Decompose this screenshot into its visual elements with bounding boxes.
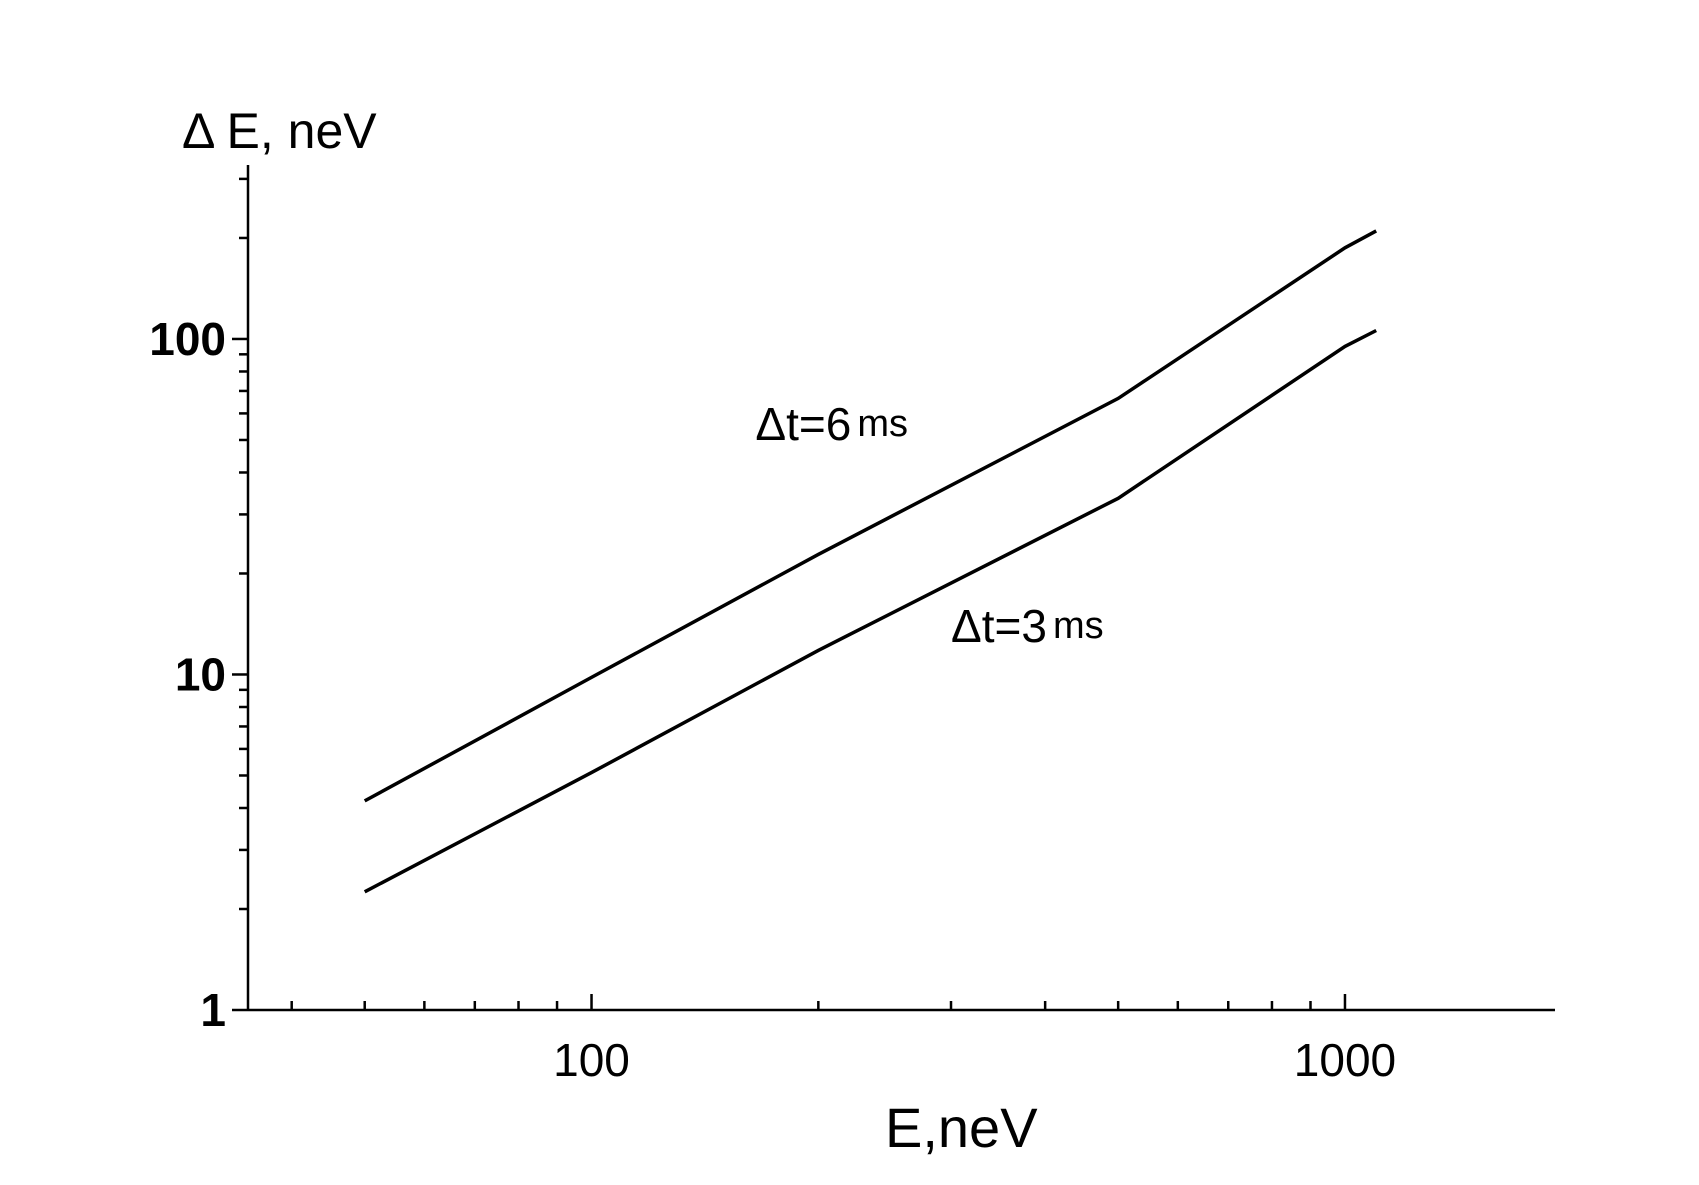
y-tick-label: 100: [149, 313, 226, 365]
curves: [363, 229, 1378, 894]
y-tick-label: 1: [200, 984, 226, 1036]
series-line-1: [363, 229, 1378, 803]
x-tick-label: 100: [553, 1034, 630, 1086]
series-annotation-2: Δt=3 ms: [951, 600, 1104, 652]
y-axis-label: Δ E, neV: [182, 103, 377, 159]
x-tick-label: 1000: [1294, 1034, 1396, 1086]
axes: [246, 165, 1555, 1012]
y-tick-label: 10: [175, 648, 226, 700]
annotations: Δt=6 ms Δt=3 ms: [755, 398, 1103, 652]
x-axis-label: E,neV: [885, 1096, 1038, 1159]
ticks: [232, 177, 1347, 1012]
series-line-2: [363, 328, 1377, 894]
tick-labels: 1 10 100 100 1000: [149, 313, 1396, 1086]
series-annotation-1: Δt=6 ms: [755, 398, 908, 450]
